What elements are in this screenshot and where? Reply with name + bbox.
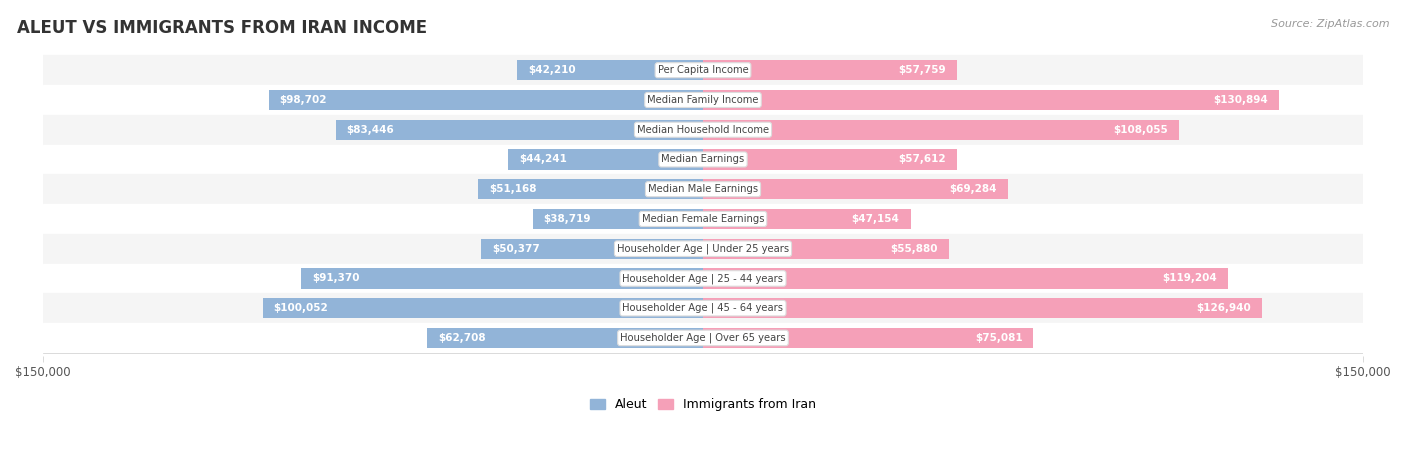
Text: $83,446: $83,446 [347, 125, 395, 134]
Bar [478, 179, 703, 199]
Text: Householder Age | Under 25 years: Householder Age | Under 25 years [617, 243, 789, 254]
Bar [42, 323, 1364, 353]
Bar [42, 263, 1364, 293]
Text: Median Family Income: Median Family Income [647, 95, 759, 105]
Bar [703, 298, 1261, 318]
Bar [42, 204, 1364, 234]
Bar [533, 209, 703, 229]
Text: $51,168: $51,168 [489, 184, 536, 194]
Bar [427, 328, 703, 348]
Bar [703, 269, 1227, 289]
Bar [481, 239, 703, 259]
Bar [263, 298, 703, 318]
Bar [703, 239, 949, 259]
Text: $75,081: $75,081 [974, 333, 1022, 343]
Bar [703, 149, 956, 170]
Bar [42, 115, 1364, 145]
Text: Median Earnings: Median Earnings [661, 155, 745, 164]
Bar [336, 120, 703, 140]
Text: Median Male Earnings: Median Male Earnings [648, 184, 758, 194]
Bar [703, 328, 1033, 348]
Bar [42, 145, 1364, 174]
Bar [42, 55, 1364, 85]
Text: $57,759: $57,759 [898, 65, 946, 75]
Bar [517, 60, 703, 80]
Text: Householder Age | 45 - 64 years: Householder Age | 45 - 64 years [623, 303, 783, 313]
Text: Householder Age | Over 65 years: Householder Age | Over 65 years [620, 333, 786, 343]
Text: $57,612: $57,612 [898, 155, 946, 164]
Bar [42, 174, 1364, 204]
Text: $38,719: $38,719 [544, 214, 591, 224]
Text: $62,708: $62,708 [439, 333, 485, 343]
Bar [269, 90, 703, 110]
Bar [703, 60, 957, 80]
Bar [509, 149, 703, 170]
Text: Median Female Earnings: Median Female Earnings [641, 214, 765, 224]
Bar [703, 90, 1279, 110]
Text: ALEUT VS IMMIGRANTS FROM IRAN INCOME: ALEUT VS IMMIGRANTS FROM IRAN INCOME [17, 19, 427, 37]
Text: $42,210: $42,210 [529, 65, 576, 75]
Text: $69,284: $69,284 [949, 184, 997, 194]
Bar [703, 179, 1008, 199]
Text: Per Capita Income: Per Capita Income [658, 65, 748, 75]
Text: $119,204: $119,204 [1161, 274, 1216, 283]
Bar [42, 234, 1364, 263]
Text: $108,055: $108,055 [1112, 125, 1167, 134]
Bar [703, 209, 911, 229]
Text: Median Household Income: Median Household Income [637, 125, 769, 134]
Text: $91,370: $91,370 [312, 274, 360, 283]
Text: $44,241: $44,241 [519, 155, 567, 164]
Text: $100,052: $100,052 [274, 303, 329, 313]
Text: $130,894: $130,894 [1213, 95, 1268, 105]
Legend: Aleut, Immigrants from Iran: Aleut, Immigrants from Iran [585, 393, 821, 416]
Text: $55,880: $55,880 [890, 244, 938, 254]
Text: $126,940: $126,940 [1197, 303, 1251, 313]
Bar [42, 293, 1364, 323]
Text: $47,154: $47,154 [852, 214, 900, 224]
Text: Source: ZipAtlas.com: Source: ZipAtlas.com [1271, 19, 1389, 28]
Bar [703, 120, 1178, 140]
Bar [42, 85, 1364, 115]
Bar [301, 269, 703, 289]
Text: $98,702: $98,702 [280, 95, 328, 105]
Text: $50,377: $50,377 [492, 244, 540, 254]
Text: Householder Age | 25 - 44 years: Householder Age | 25 - 44 years [623, 273, 783, 283]
